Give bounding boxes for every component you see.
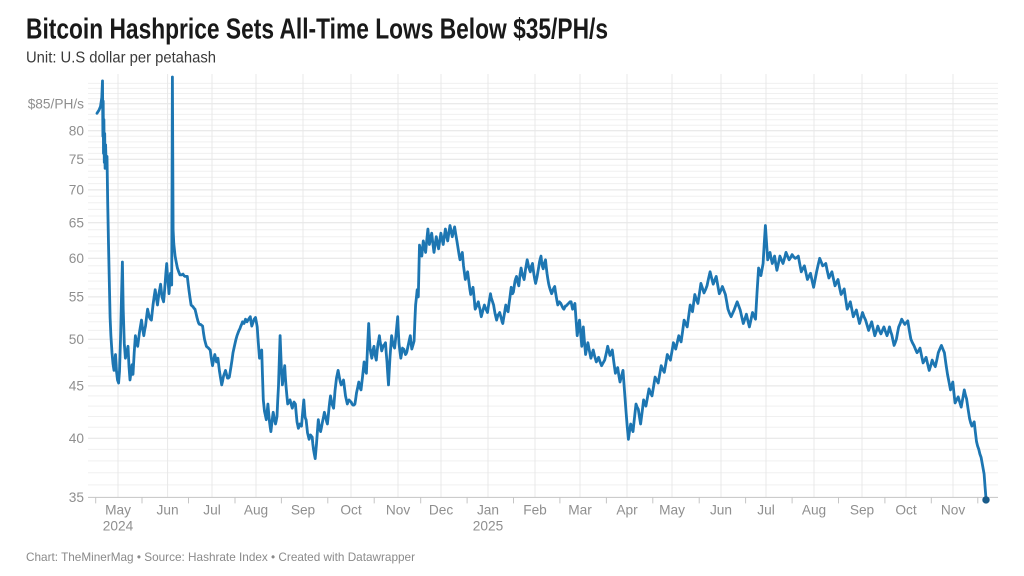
svg-text:Jan: Jan <box>477 503 499 518</box>
svg-text:45: 45 <box>69 379 85 394</box>
svg-text:Jun: Jun <box>157 503 179 518</box>
svg-text:2024: 2024 <box>103 519 134 534</box>
svg-text:May: May <box>105 503 131 518</box>
svg-text:Mar: Mar <box>568 503 592 518</box>
svg-text:50: 50 <box>69 332 85 347</box>
svg-text:75: 75 <box>69 152 85 167</box>
svg-text:Oct: Oct <box>340 503 361 518</box>
svg-text:Bitcoin Hashprice Sets All-Tim: Bitcoin Hashprice Sets All-Time Lows Bel… <box>26 14 608 46</box>
svg-text:2025: 2025 <box>473 519 504 534</box>
svg-text:Oct: Oct <box>895 503 916 518</box>
svg-text:Aug: Aug <box>244 503 268 518</box>
svg-text:55: 55 <box>69 290 85 305</box>
svg-text:40: 40 <box>69 431 85 446</box>
svg-text:Aug: Aug <box>802 503 826 518</box>
svg-text:May: May <box>659 503 685 518</box>
svg-text:Jul: Jul <box>757 503 775 518</box>
svg-text:Sep: Sep <box>850 503 875 518</box>
svg-text:80: 80 <box>69 123 85 138</box>
svg-text:Jul: Jul <box>203 503 221 518</box>
svg-text:35: 35 <box>69 490 85 505</box>
svg-text:Chart: TheMinerMag • Source: H: Chart: TheMinerMag • Source: Hashrate In… <box>26 550 415 564</box>
svg-text:70: 70 <box>69 183 85 198</box>
svg-text:Nov: Nov <box>941 503 965 518</box>
svg-text:Dec: Dec <box>429 503 453 518</box>
svg-text:Feb: Feb <box>523 503 547 518</box>
svg-text:$85/PH/s: $85/PH/s <box>28 97 84 112</box>
svg-text:Apr: Apr <box>616 503 638 518</box>
svg-text:Unit: U.S dollar per petahash: Unit: U.S dollar per petahash <box>26 49 216 66</box>
svg-text:65: 65 <box>69 216 85 231</box>
svg-text:Sep: Sep <box>291 503 316 518</box>
svg-text:Nov: Nov <box>386 503 410 518</box>
svg-text:60: 60 <box>69 251 85 266</box>
svg-text:Jun: Jun <box>710 503 732 518</box>
